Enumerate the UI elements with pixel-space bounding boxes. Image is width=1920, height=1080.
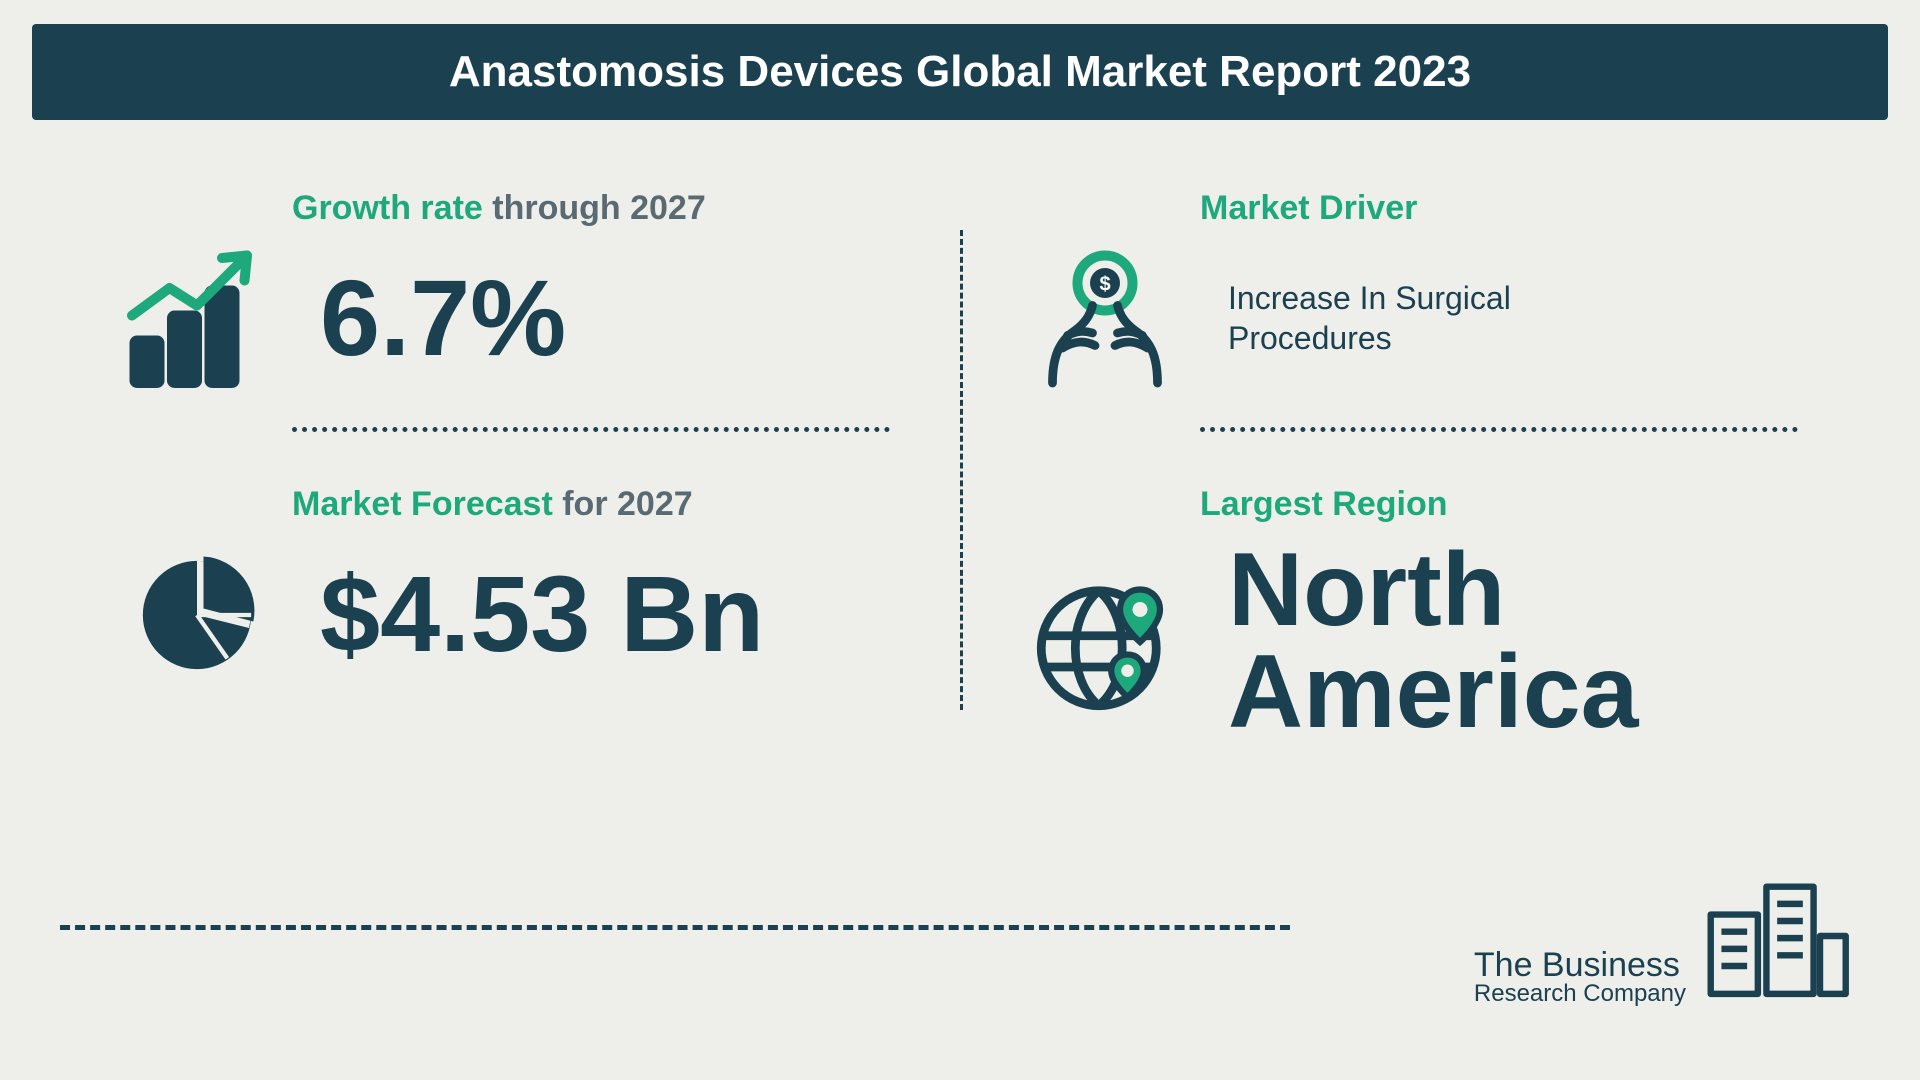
forecast-cell: Market Forecast for 2027 $4.53 Bn <box>122 486 890 743</box>
driver-cell: Market Driver $ <box>1030 190 1798 456</box>
driver-value-row: $ Increase In Surgical Procedures <box>1030 243 1798 393</box>
vertical-divider <box>960 230 963 710</box>
region-value: North America <box>1228 540 1798 744</box>
footer-dash-line <box>60 925 1290 930</box>
header-bar: Anastomosis Devices Global Market Report… <box>32 24 1888 120</box>
region-label-row: Largest Region <box>1200 486 1798 523</box>
growth-label: Growth rate through 2027 <box>292 190 890 227</box>
logo-line2: Research Company <box>1474 982 1686 1006</box>
hands-dollar-icon: $ <box>1030 243 1180 393</box>
forecast-label: Market Forecast for 2027 <box>292 486 890 523</box>
forecast-label-rest: for 2027 <box>553 485 693 523</box>
forecast-label-accent: Market Forecast <box>292 485 553 523</box>
logo-line1: The Business <box>1474 948 1686 982</box>
pie-chart-icon <box>122 540 272 690</box>
region-label: Largest Region <box>1200 485 1447 523</box>
svg-text:$: $ <box>1099 274 1110 296</box>
region-value-row: North America <box>1030 540 1798 744</box>
driver-label: Market Driver <box>1200 189 1417 227</box>
globe-pins-icon <box>1030 567 1180 717</box>
growth-label-accent: Growth rate <box>292 189 483 227</box>
growth-value: 6.7% <box>320 267 566 370</box>
growth-label-rest: through 2027 <box>483 189 706 227</box>
infographic-canvas: Anastomosis Devices Global Market Report… <box>0 0 1920 1080</box>
dot-divider <box>1200 427 1798 432</box>
growth-cell: Growth rate through 2027 <box>122 190 890 456</box>
report-title: Anastomosis Devices Global Market Report… <box>449 47 1471 97</box>
growth-value-row: 6.7% <box>122 243 890 393</box>
driver-label-row: Market Driver <box>1200 190 1798 227</box>
growth-chart-icon <box>122 243 272 393</box>
forecast-value: $4.53 Bn <box>320 563 764 666</box>
company-logo: The Business Research Company <box>1474 871 1850 1006</box>
logo-text: The Business Research Company <box>1474 948 1686 1006</box>
stats-grid: Growth rate through 2027 <box>32 190 1888 744</box>
forecast-value-row: $4.53 Bn <box>122 540 890 690</box>
logo-buildings-icon <box>1700 871 1850 1006</box>
region-cell: Largest Region <box>1030 486 1798 743</box>
dot-divider <box>292 427 890 432</box>
driver-text: Increase In Surgical Procedures <box>1228 278 1588 358</box>
